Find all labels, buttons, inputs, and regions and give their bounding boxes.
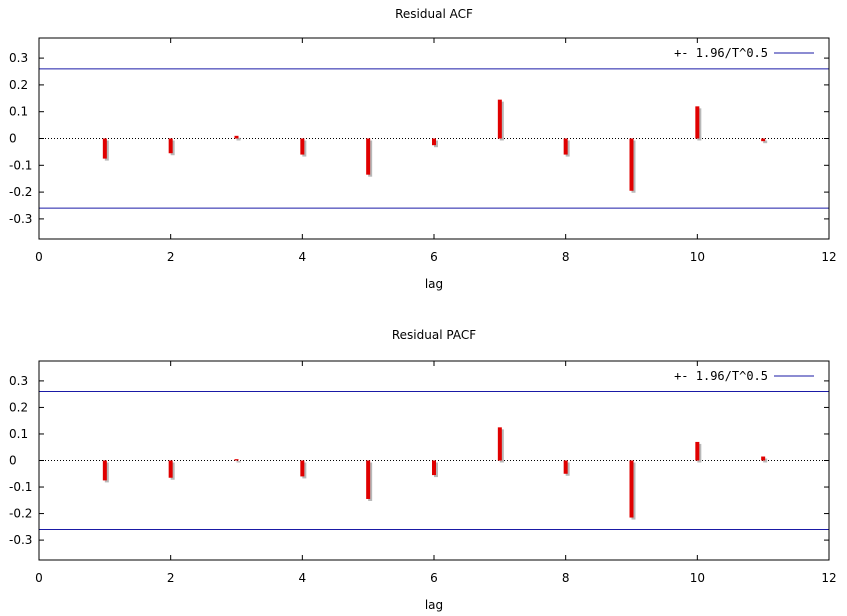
pacf-ytick-label: 0.2 (9, 400, 28, 414)
acf-ytick-label: 0 (9, 132, 17, 146)
pacf-xtick-label: 2 (167, 571, 175, 585)
pacf-ytick-label: 0.3 (9, 374, 28, 388)
acf-xtick-label: 12 (821, 250, 836, 264)
pacf-ytick-label: -0.3 (9, 533, 32, 547)
pacf-xaxis-label: lag (425, 598, 443, 612)
pacf-xtick-label: 6 (430, 571, 438, 585)
acf-xtick-label: 8 (562, 250, 570, 264)
acf-ytick-label: 0.3 (9, 51, 28, 65)
acf-xtick-label: 2 (167, 250, 175, 264)
pacf-ytick-label: 0.1 (9, 427, 28, 441)
pacf-xtick-label: 12 (821, 571, 836, 585)
acf-legend-label: +- 1.96/T^0.5 (674, 46, 768, 60)
acf-ytick-label: 0.1 (9, 105, 28, 119)
pacf-xtick-label: 0 (35, 571, 43, 585)
acf-ytick-label: -0.2 (9, 185, 32, 199)
acf-title: Residual ACF (395, 7, 473, 21)
pacf-xtick-label: 10 (690, 571, 705, 585)
pacf-ytick-label: -0.1 (9, 480, 32, 494)
pacf-ytick-label: 0 (9, 454, 17, 468)
pacf-xtick-label: 4 (299, 571, 307, 585)
pacf-ytick-label: -0.2 (9, 507, 32, 521)
pacf-title: Residual PACF (392, 328, 476, 342)
acf-ytick-label: 0.2 (9, 78, 28, 92)
acf-xaxis-label: lag (425, 277, 443, 291)
pacf-xtick-label: 8 (562, 571, 570, 585)
acf-ytick-label: -0.3 (9, 212, 32, 226)
acf-xtick-label: 4 (299, 250, 307, 264)
pacf-legend-label: +- 1.96/T^0.5 (674, 369, 768, 383)
acf-xtick-label: 10 (690, 250, 705, 264)
acf-xtick-label: 6 (430, 250, 438, 264)
acf-ytick-label: -0.1 (9, 158, 32, 172)
acf-xtick-label: 0 (35, 250, 43, 264)
